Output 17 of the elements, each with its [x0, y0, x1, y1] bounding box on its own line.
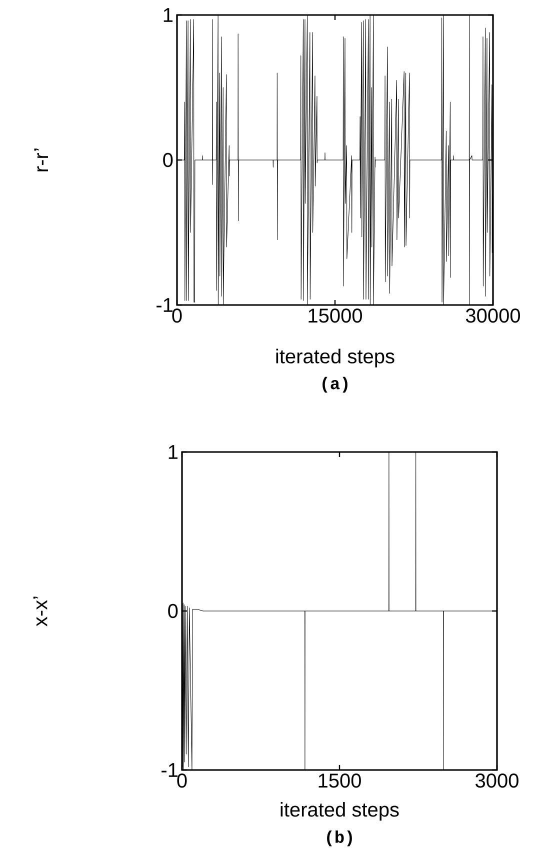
x-tick-label: 15000	[308, 308, 362, 323]
y-tick-label: 1	[168, 445, 178, 459]
text: (b)	[327, 830, 352, 846]
y-tick-label: -1	[156, 298, 172, 312]
x-axis-title: iterated steps	[276, 348, 394, 368]
x-tick-label: 1500	[318, 774, 361, 788]
x-tick-label: 30000	[466, 308, 520, 323]
y-axis-title: x-x’	[33, 596, 48, 626]
y-tick-label: 1	[164, 8, 172, 22]
x-axis-title: iterated steps	[280, 802, 399, 821]
y-axis-title: r-r’	[34, 148, 48, 172]
y-tick-label: -1	[162, 763, 178, 777]
text: (a)	[322, 376, 348, 393]
x-tick-label: 0	[177, 774, 187, 788]
x-tick-label: 3000	[476, 774, 518, 788]
y-tick-label: 0	[168, 604, 178, 618]
y-tick-label: 0	[163, 152, 173, 168]
